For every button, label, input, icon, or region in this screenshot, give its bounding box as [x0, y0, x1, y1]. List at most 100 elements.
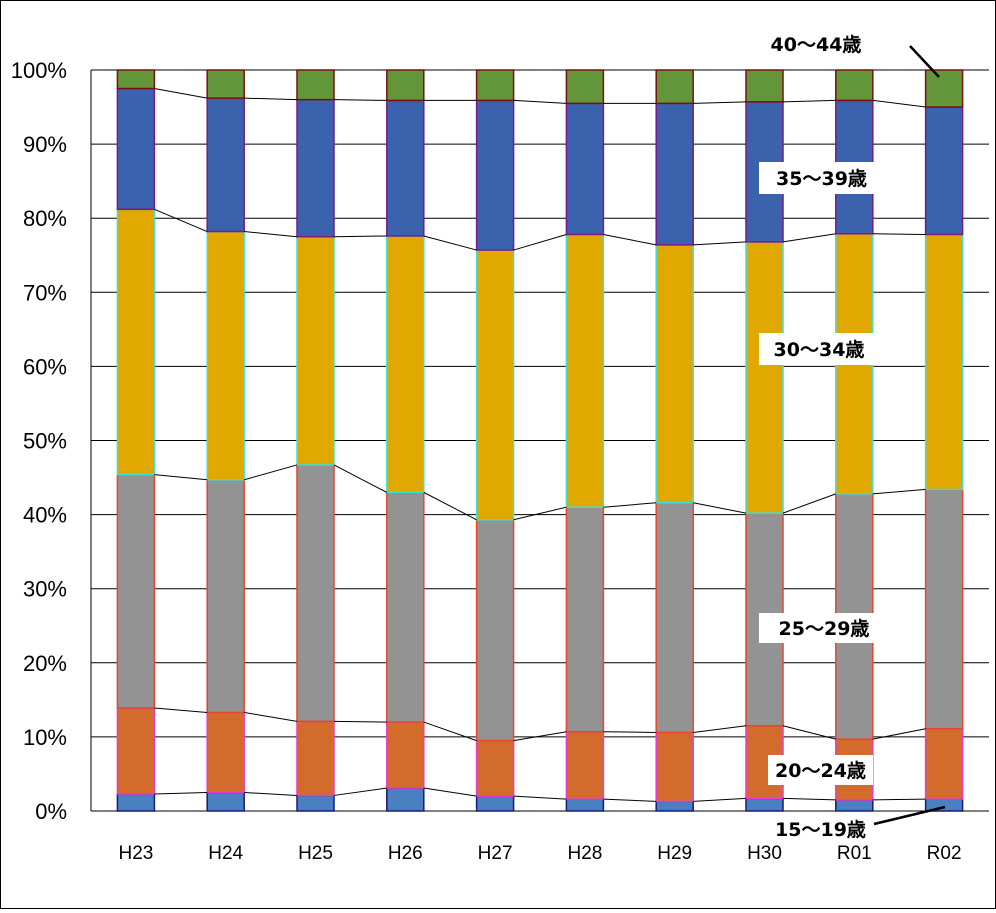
connector-line [603, 502, 657, 508]
bar-segment [565, 69, 605, 105]
bar-segment [745, 797, 784, 812]
connector-line [154, 88, 208, 99]
connector-line [603, 234, 657, 246]
connector-line [782, 797, 836, 801]
bar-segment [206, 69, 245, 99]
bar-segment [206, 230, 245, 481]
series-label: 35～39歳 [776, 168, 867, 190]
bar-segment [835, 799, 874, 812]
y-tick-label: 50% [23, 429, 67, 454]
series-label: 40～44歳 [771, 34, 862, 56]
y-tick-label: 20% [23, 651, 67, 676]
y-tick-label: 70% [23, 280, 67, 305]
y-tick-label: 30% [23, 577, 67, 602]
series-labels: 15～19歳 20～24歳 25～29歳 30～34歳 35～39歳 40～44歳 [759, 29, 946, 844]
connector-line [782, 725, 836, 740]
connector-line [513, 731, 567, 742]
bar-segment [296, 69, 335, 101]
connector-line [872, 99, 926, 108]
connector-line [872, 728, 926, 740]
bar-segment [206, 711, 245, 794]
series-label-box [759, 162, 884, 194]
series-label: 25～29歳 [779, 618, 870, 640]
bar-segment [116, 707, 156, 795]
x-tick-label: H30 [747, 843, 782, 864]
bar-segment [835, 69, 874, 102]
bar-segment [386, 99, 425, 237]
bar-segment [116, 473, 156, 709]
series-label: 20～24歳 [775, 760, 866, 782]
x-tick-label: R02 [927, 843, 962, 864]
bar-segment [206, 479, 245, 714]
bar-segment [296, 464, 335, 723]
x-tick-label: R01 [837, 843, 872, 864]
bar-segment [296, 235, 335, 466]
bar-segment [655, 244, 694, 504]
connector-line [244, 464, 298, 481]
bar-segment [655, 102, 694, 246]
x-axis-ticks: H23 H24 H25 H26 H27 H28 H29 H30 R01 R02 [118, 843, 961, 864]
series-label-box [761, 29, 871, 59]
bar-segment [924, 727, 964, 800]
connector-line [244, 711, 298, 722]
series-label: 30～34歳 [774, 339, 865, 361]
x-tick-label: H25 [298, 843, 333, 864]
y-tick-label: 0% [35, 799, 67, 824]
bar-segment [655, 800, 694, 812]
connector-line [513, 506, 567, 521]
y-tick-label: 80% [23, 206, 67, 231]
connector-line [872, 233, 926, 236]
bar-segment [565, 102, 605, 236]
bar-segment [924, 69, 964, 108]
bar-segment [745, 241, 784, 514]
connector-line [782, 493, 836, 514]
connector-line [333, 99, 387, 101]
bar-segment [924, 106, 964, 236]
connector-line [154, 474, 208, 481]
connector-line [872, 488, 926, 495]
connector-line [782, 233, 836, 243]
x-tick-label: H24 [208, 843, 243, 864]
y-tick-label: 90% [23, 132, 67, 157]
bar-segment [475, 69, 515, 102]
bar-segment [745, 69, 784, 103]
connector-line [603, 731, 657, 733]
connector-line [513, 234, 567, 251]
connector-line [423, 235, 477, 251]
bar-segment [565, 798, 605, 812]
connector-line [244, 791, 298, 796]
y-tick-label: 60% [23, 354, 67, 379]
bar-segment [386, 235, 425, 494]
bar-segment [386, 721, 425, 789]
connector-line [154, 208, 208, 232]
bar-segment [386, 491, 425, 723]
series-label-box [759, 613, 889, 643]
x-tick-label: H23 [118, 843, 153, 864]
connector-line [782, 99, 836, 103]
connector-line [244, 97, 298, 101]
bar-segment [386, 787, 425, 812]
bar-segment [655, 69, 694, 105]
bar-segment [565, 506, 605, 733]
bar-segment [655, 731, 694, 803]
connector-line [154, 707, 208, 713]
bar-segment [655, 501, 694, 734]
series-connector-lines [154, 88, 926, 802]
label-pointer-line [909, 45, 940, 78]
series-label-box [759, 333, 879, 365]
series-label-box [768, 814, 873, 844]
bar-segment [475, 99, 515, 251]
connector-line [423, 721, 477, 742]
bar-segment [206, 791, 245, 812]
label-pointer-line [873, 805, 946, 826]
bar-segment [116, 69, 156, 90]
y-tick-label: 10% [23, 725, 67, 750]
connector-line [333, 720, 387, 723]
x-tick-label: H27 [478, 843, 513, 864]
connector-line [423, 491, 477, 521]
connector-line [693, 241, 747, 246]
connector-line [513, 795, 567, 800]
bar-segment [206, 97, 245, 233]
